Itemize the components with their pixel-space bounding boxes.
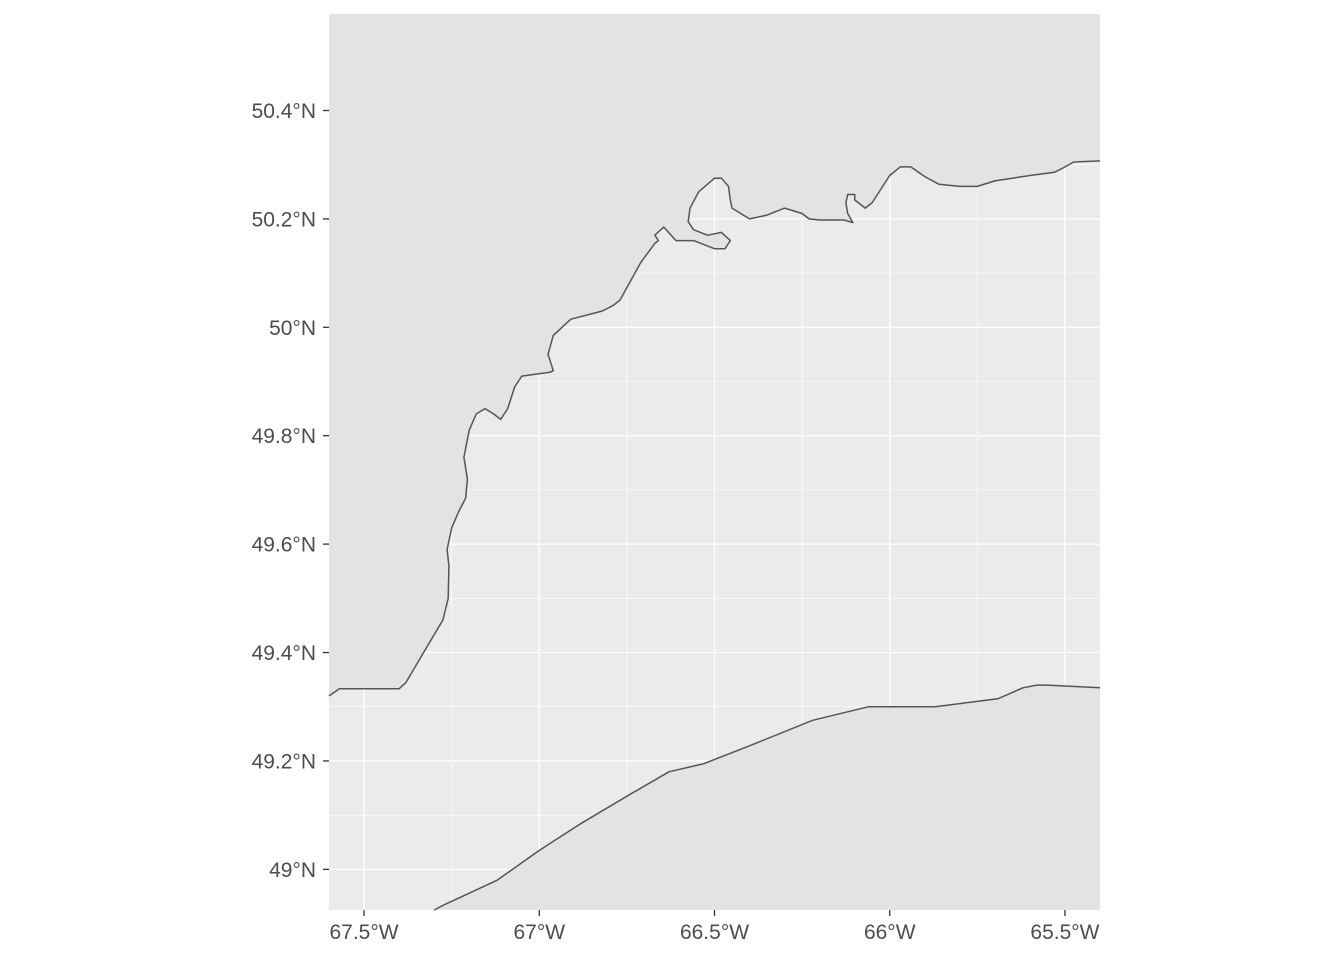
y-tick-label: 50.4°N (252, 100, 316, 123)
y-tick-label: 50.2°N (252, 208, 316, 231)
x-tick-label: 65.5°W (1030, 921, 1099, 944)
south-shore-land (434, 685, 1101, 910)
x-axis: 67.5°W 67°W 66.5°W 66°W 65.5°W (329, 910, 1100, 944)
y-tick-label: 49.4°N (252, 642, 316, 665)
y-tick-label: 49.6°N (252, 534, 316, 557)
south-shore-coastline (433, 684, 1101, 911)
y-axis: 49°N 49.2°N 49.4°N 49.6°N 49.8°N 50°N 50.2°N 50… (252, 100, 329, 882)
y-tick-label: 49°N (269, 859, 316, 882)
north-shore-land (329, 14, 1100, 696)
x-tick-label: 66°W (864, 921, 916, 944)
x-tick-label: 67°W (513, 921, 565, 944)
x-tick-label: 67.5°W (329, 921, 398, 944)
north-shore-coastline (328, 160, 1101, 697)
x-tick-label: 66.5°W (680, 921, 749, 944)
y-tick-label: 49.8°N (252, 425, 316, 448)
y-tick-label: 49.2°N (252, 750, 316, 773)
land-layer (328, 14, 1101, 911)
y-tick-label: 50°N (269, 317, 316, 340)
